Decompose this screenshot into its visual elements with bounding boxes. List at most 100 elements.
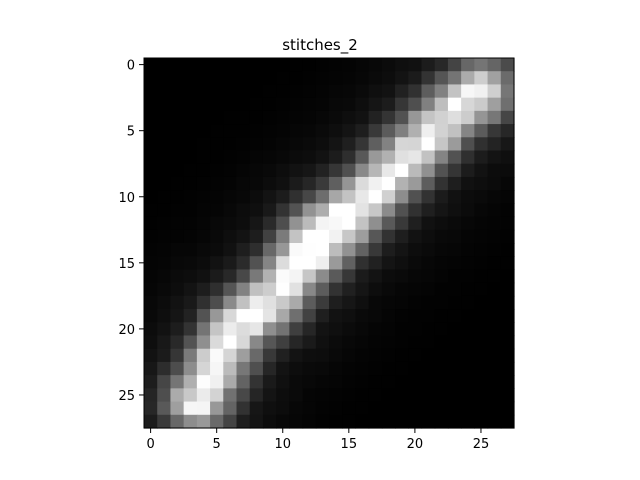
heatmap-cell — [302, 163, 317, 178]
heatmap-cell — [474, 256, 489, 271]
heatmap-cell — [315, 375, 330, 389]
heatmap-cell — [355, 361, 370, 376]
heatmap-cell — [381, 163, 396, 178]
heatmap-cell — [408, 203, 423, 218]
heatmap-cell — [210, 282, 224, 297]
heatmap-cell — [262, 348, 277, 363]
heatmap-cell — [461, 124, 475, 138]
heatmap-cell — [487, 203, 502, 218]
heatmap-cell — [474, 176, 489, 191]
heatmap-cell — [487, 84, 502, 99]
heatmap-cell — [236, 97, 251, 112]
heatmap-cell — [500, 309, 515, 323]
heatmap-cell — [210, 190, 224, 204]
heatmap-cell — [434, 71, 449, 86]
heatmap-cell — [487, 269, 502, 284]
heatmap-cell — [315, 110, 330, 125]
heatmap-cell — [157, 124, 172, 138]
heatmap-cell — [461, 150, 475, 165]
heatmap-cell — [408, 243, 423, 257]
heatmap-cell — [342, 216, 357, 231]
heatmap-cell — [302, 243, 317, 257]
heatmap-cell — [368, 229, 383, 244]
heatmap-cell — [447, 322, 462, 337]
heatmap-cell — [381, 176, 396, 191]
heatmap-cell — [461, 71, 475, 86]
heatmap-cell — [302, 110, 317, 125]
heatmap-cell — [144, 348, 158, 363]
heatmap-cell — [355, 282, 370, 297]
heatmap-cell — [223, 163, 238, 178]
heatmap-cell — [447, 229, 462, 244]
heatmap-cell — [474, 124, 489, 138]
heatmap-cell — [342, 243, 357, 257]
heatmap-cell — [342, 176, 357, 191]
heatmap-cell — [315, 295, 330, 310]
heatmap-cell — [474, 295, 489, 310]
heatmap-cell — [302, 137, 317, 152]
heatmap-cell — [157, 309, 172, 323]
heatmap-cell — [381, 137, 396, 152]
heatmap-cell — [408, 150, 423, 165]
heatmap-cell — [500, 190, 515, 204]
heatmap-cell — [157, 256, 172, 271]
heatmap-cell — [262, 361, 277, 376]
heatmap-cell — [474, 203, 489, 218]
heatmap-cell — [289, 150, 304, 165]
heatmap-cell — [236, 203, 251, 218]
heatmap-cell — [408, 269, 423, 284]
heatmap-cell — [289, 216, 304, 231]
heatmap-cell — [262, 256, 277, 271]
heatmap-cell — [395, 375, 409, 389]
heatmap-cell — [500, 97, 515, 112]
heatmap-cell — [395, 322, 409, 337]
heatmap-cell — [236, 414, 251, 429]
heatmap-cell — [342, 401, 357, 416]
heatmap-cell — [144, 375, 158, 389]
heatmap-cell — [236, 229, 251, 244]
heatmap-cell — [144, 71, 158, 86]
heatmap-cell — [355, 190, 370, 204]
heatmap-cell — [342, 282, 357, 297]
heatmap-cell — [434, 190, 449, 204]
heatmap-cell — [487, 388, 502, 403]
heatmap-cell — [368, 124, 383, 138]
heatmap-cell — [408, 401, 423, 416]
heatmap-cell — [196, 282, 211, 297]
heatmap-cell — [157, 203, 172, 218]
heatmap-cell — [315, 124, 330, 138]
heatmap-cell — [395, 97, 409, 112]
heatmap-cell — [474, 190, 489, 204]
heatmap-cell — [144, 243, 158, 257]
heatmap-cell — [434, 203, 449, 218]
heatmap-cell — [210, 256, 224, 271]
heatmap-cell — [170, 335, 185, 350]
heatmap-cell — [355, 322, 370, 337]
heatmap-cell — [447, 58, 462, 72]
heatmap-cell — [276, 97, 290, 112]
heatmap-cell — [381, 414, 396, 429]
heatmap-cell — [196, 243, 211, 257]
heatmap-cell — [421, 97, 436, 112]
heatmap-cell — [474, 71, 489, 86]
heatmap-cell — [447, 256, 462, 271]
heatmap-cell — [408, 375, 423, 389]
heatmap-cell — [368, 58, 383, 72]
heatmap-cell — [355, 295, 370, 310]
heatmap-cell — [461, 295, 475, 310]
heatmap-cell — [262, 71, 277, 86]
heatmap-cell — [408, 348, 423, 363]
heatmap-cell — [249, 361, 264, 376]
heatmap-cell — [474, 58, 489, 72]
heatmap-cell — [329, 58, 343, 72]
heatmap-cell — [342, 110, 357, 125]
heatmap-cell — [368, 295, 383, 310]
heatmap-cell — [487, 216, 502, 231]
heatmap-cell — [368, 322, 383, 337]
heatmap-cell — [355, 348, 370, 363]
heatmap-cell — [249, 190, 264, 204]
heatmap-cell — [408, 256, 423, 271]
heatmap-cell — [183, 71, 198, 86]
heatmap-cell — [368, 361, 383, 376]
heatmap-cell — [447, 203, 462, 218]
